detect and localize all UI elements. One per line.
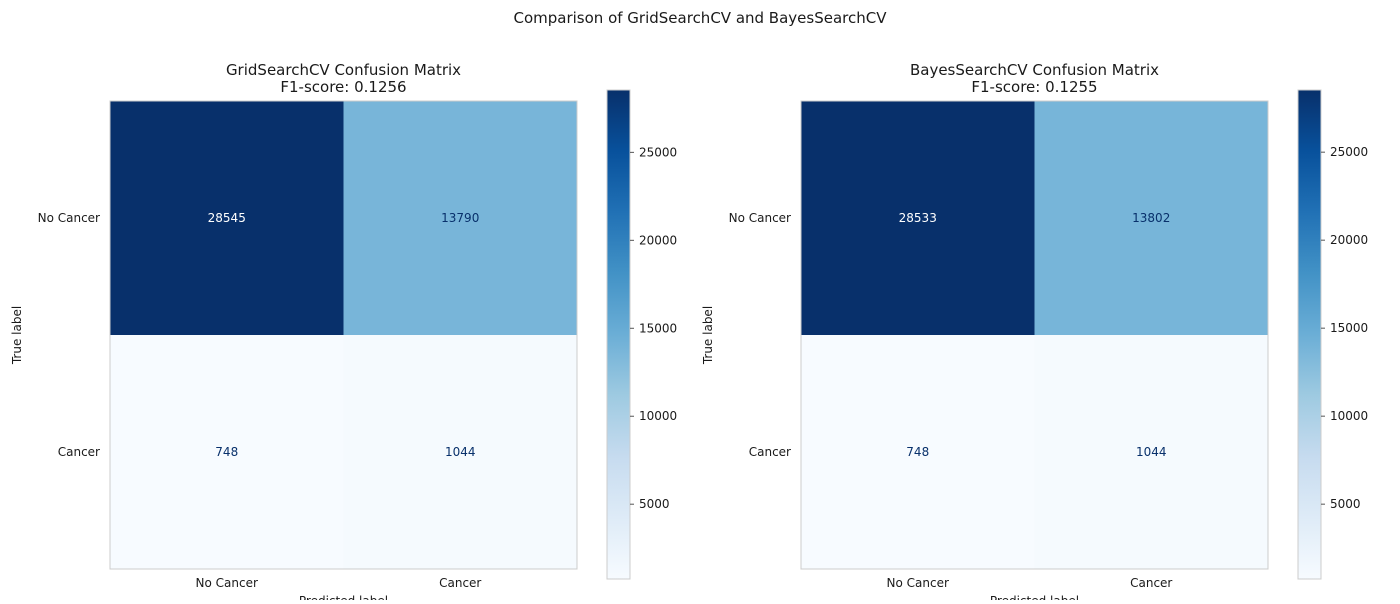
y-axis-label: True label [701,306,715,365]
y-tick-label: Cancer [58,445,100,459]
cell-value-label: 1044 [1136,445,1167,459]
cell-value-label: 748 [215,445,238,459]
heatmap-cell [110,335,344,569]
colorbar-tick-label: 20000 [1330,233,1368,247]
plot-frame [109,100,578,570]
heatmap-cell [801,335,1035,569]
cell-value-label: 1044 [445,445,476,459]
x-tick-label: No Cancer [196,576,258,590]
colorbar-bar [1297,89,1322,580]
heatmap-cell [1034,335,1268,569]
cell-value-label: 13802 [1132,211,1170,225]
x-axis-label: Predicted label [299,594,388,600]
x-axis-label: Predicted label [990,594,1079,600]
figure-suptitle: Comparison of GridSearchCV and BayesSear… [514,9,888,27]
cell-value-label: 28533 [899,211,937,225]
colorbar-tick-label: 10000 [1330,409,1368,423]
x-tick-label: Cancer [439,576,481,590]
y-tick-label: Cancer [749,445,791,459]
confusion-matrix-panel-2: BayesSearchCV Confusion MatrixF1-score: … [701,61,1368,604]
colorbar-tick-label: 15000 [639,321,677,335]
colorbar-tick-label: 25000 [1330,145,1368,159]
y-tick-label: No Cancer [729,211,791,225]
colorbar: 5000 10000 15000 20000 25000 [606,89,677,580]
y-axis-label: True label [10,306,24,365]
cell-value-label: 748 [906,445,929,459]
y-tick-label: No Cancer [38,211,100,225]
panel-title: GridSearchCV Confusion Matrix [226,61,461,79]
heatmap-cell [1034,101,1268,335]
heatmap-cell [110,101,344,335]
heatmap-cells [110,101,577,569]
colorbar-tick-label: 20000 [639,233,677,247]
heatmap-cells [801,101,1268,569]
colorbar-tick-label: 5000 [639,497,670,511]
colorbar: 5000 10000 15000 20000 25000 [1297,89,1368,580]
heatmap-cell [801,101,1035,335]
cell-value-label: 13790 [441,211,479,225]
colorbar-tick-label: 10000 [639,409,677,423]
colorbar-bar [606,89,631,580]
plot-frame [800,100,1269,570]
x-tick-label: No Cancer [887,576,949,590]
colorbar-tick-label: 5000 [1330,497,1361,511]
heatmap-cell [343,335,577,569]
heatmap-cell [343,101,577,335]
x-tick-label: Cancer [1130,576,1172,590]
cell-value-label: 28545 [208,211,246,225]
panel-subtitle: F1-score: 0.1255 [971,78,1097,96]
colorbar-tick-label: 15000 [1330,321,1368,335]
colorbar-tick-label: 25000 [639,145,677,159]
panel-subtitle: F1-score: 0.1256 [280,78,406,96]
panel-title: BayesSearchCV Confusion Matrix [910,61,1159,79]
